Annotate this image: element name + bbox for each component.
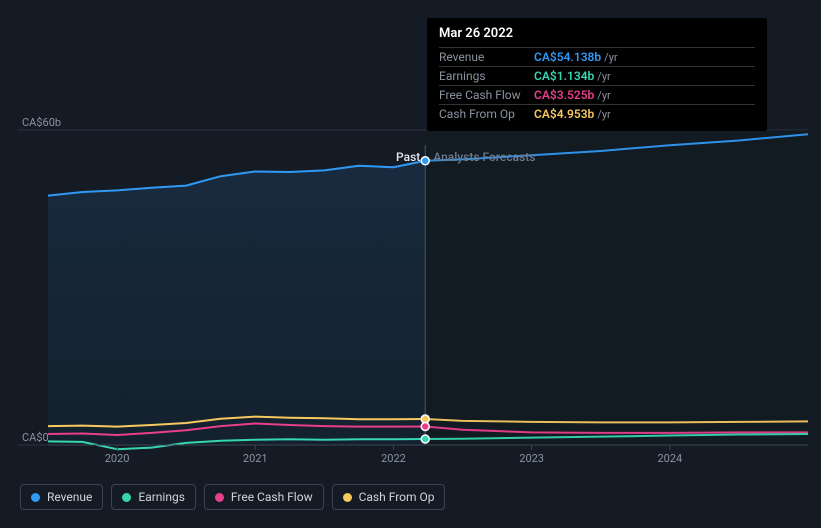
tooltip-metric-value: CA$1.134b (534, 69, 594, 83)
chart-legend: Revenue Earnings Free Cash Flow Cash From O… (20, 484, 445, 510)
legend-label: Cash From Op (359, 490, 435, 504)
svg-text:2021: 2021 (243, 452, 268, 465)
past-section-label: Past (365, 150, 420, 164)
tooltip-metric-label: Earnings (439, 69, 534, 83)
tooltip-metric-unit: /yr (597, 89, 610, 102)
svg-text:2023: 2023 (519, 452, 544, 465)
tooltip-row: Free Cash FlowCA$3.525b/yr (439, 85, 755, 104)
svg-text:2022: 2022 (381, 452, 406, 465)
legend-swatch-icon (122, 493, 131, 502)
legend-swatch-icon (31, 493, 40, 502)
tooltip-metric-value: CA$54.138b (534, 50, 601, 64)
legend-label: Revenue (47, 490, 92, 504)
tooltip-metric-unit: /yr (597, 108, 610, 121)
tooltip-metric-value: CA$3.525b (534, 88, 594, 102)
financials-chart[interactable]: CA$0 CA$60b 2020 2021 2022 2023 2024 Past Anal… (0, 0, 821, 524)
legend-label: Earnings (138, 490, 185, 504)
tooltip-metric-value: CA$4.953b (534, 107, 594, 121)
svg-text:CA$0: CA$0 (22, 431, 49, 444)
tooltip-metric-unit: /yr (597, 70, 610, 83)
tooltip-row: RevenueCA$54.138b/yr (439, 47, 755, 66)
tooltip-metric-unit: /yr (604, 51, 617, 64)
legend-label: Free Cash Flow (231, 490, 313, 504)
legend-swatch-icon (343, 493, 352, 502)
tooltip-row: Cash From OpCA$4.953b/yr (439, 104, 755, 123)
tooltip-metric-label: Revenue (439, 50, 534, 64)
legend-item-cash_from_op[interactable]: Cash From Op (332, 484, 446, 510)
tooltip-date: Mar 26 2022 (439, 26, 755, 47)
svg-text:2020: 2020 (105, 452, 130, 465)
svg-text:CA$60b: CA$60b (22, 116, 61, 129)
tooltip-metric-label: Free Cash Flow (439, 88, 534, 102)
chart-tooltip: Mar 26 2022 RevenueCA$54.138b/yrEarnings… (427, 18, 767, 131)
forecast-section-label: Analysts Forecasts (433, 150, 535, 164)
legend-item-free_cash_flow[interactable]: Free Cash Flow (204, 484, 324, 510)
tooltip-metric-label: Cash From Op (439, 107, 534, 121)
legend-item-revenue[interactable]: Revenue (20, 484, 103, 510)
legend-item-earnings[interactable]: Earnings (111, 484, 196, 510)
svg-text:2024: 2024 (657, 452, 682, 465)
legend-swatch-icon (215, 493, 224, 502)
tooltip-row: EarningsCA$1.134b/yr (439, 66, 755, 85)
